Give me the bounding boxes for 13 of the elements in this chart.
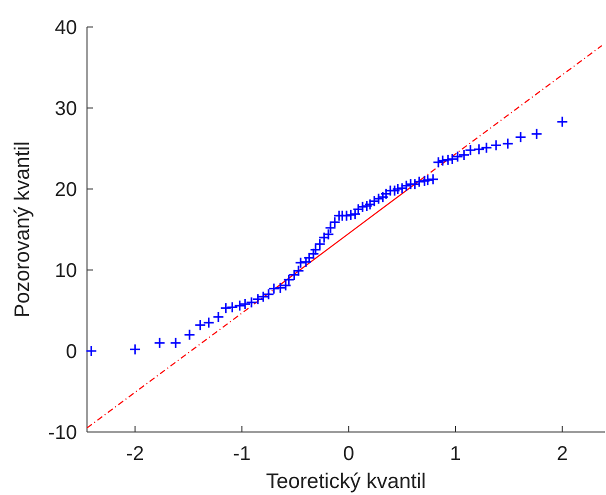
x-axis-title: Teoretický kvantil	[266, 470, 426, 493]
y-tick-label: 10	[54, 260, 77, 282]
x-tick-label: 0	[343, 443, 354, 465]
y-axis-title: Pozorovaný kvantil	[11, 141, 34, 318]
y-tick-label: 30	[54, 98, 77, 120]
y-tick-label: 0	[66, 341, 77, 363]
x-tick-label: -1	[232, 443, 251, 465]
y-tick-label: -10	[48, 422, 77, 444]
x-tick-label: 2	[556, 443, 568, 465]
x-tick-label: 1	[450, 443, 462, 465]
y-tick-label: 20	[54, 179, 77, 201]
x-tick-label: -2	[126, 443, 144, 465]
y-tick-label: 40	[54, 17, 77, 39]
